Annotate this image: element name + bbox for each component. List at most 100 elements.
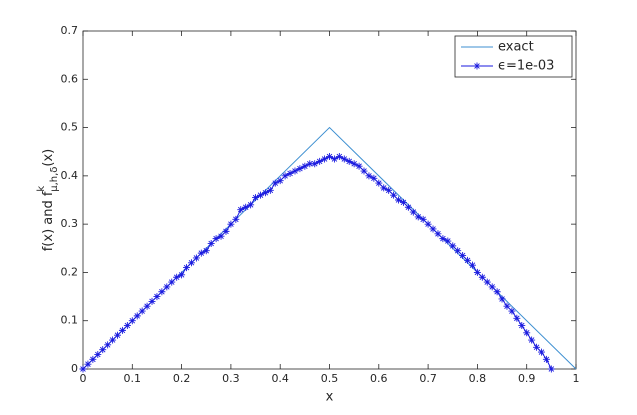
marker: [118, 326, 126, 334]
marker: [439, 235, 447, 243]
marker: [114, 331, 122, 339]
x-tick-label: 0.3: [222, 372, 240, 385]
marker: [232, 215, 240, 223]
marker: [399, 198, 407, 206]
marker: [537, 348, 545, 356]
marker: [207, 239, 215, 247]
marker: [197, 249, 205, 257]
marker: [261, 189, 269, 197]
marker: [444, 237, 452, 245]
marker: [153, 293, 161, 301]
marker: [109, 336, 117, 344]
x-tick-label: 0.7: [419, 372, 437, 385]
marker: [143, 302, 151, 310]
x-tick-label: 0.1: [124, 372, 142, 385]
y-axis-label: f(x) and fk μ,h,δ(x): [36, 149, 60, 252]
marker: [286, 169, 294, 177]
plot-area: [82, 30, 577, 370]
marker: [183, 264, 191, 272]
marker: [123, 322, 131, 330]
marker: [237, 206, 245, 214]
legend-box: [454, 35, 573, 78]
marker: [104, 341, 112, 349]
marker: [523, 329, 531, 337]
marker: [271, 179, 279, 187]
y-label-sub: μ,h,δ: [49, 167, 60, 192]
marker: [252, 194, 260, 202]
y-tick-label: 0.2: [61, 265, 79, 278]
marker: [158, 288, 166, 296]
marker: [335, 153, 343, 161]
marker: [163, 283, 171, 291]
marker: [99, 346, 107, 354]
marker: [355, 162, 363, 170]
legend-label: ϵ=1e-03: [498, 59, 554, 74]
marker: [464, 256, 472, 264]
marker: [390, 191, 398, 199]
marker: [414, 213, 422, 221]
x-tick-label: 0.4: [271, 372, 289, 385]
marker: [478, 273, 486, 281]
marker: [449, 242, 457, 250]
marker: [533, 343, 541, 351]
marker: [454, 247, 462, 255]
marker: [424, 220, 432, 228]
marker: [345, 157, 353, 165]
marker: [473, 62, 481, 70]
y-tick-label: 0.1: [61, 314, 79, 327]
marker: [301, 162, 309, 170]
marker: [133, 312, 141, 320]
marker: [316, 157, 324, 165]
marker: [242, 203, 250, 211]
x-tick-label: 0.2: [173, 372, 191, 385]
marker: [138, 307, 146, 315]
marker: [547, 365, 555, 373]
marker: [311, 160, 319, 168]
marker: [459, 252, 467, 260]
marker: [434, 230, 442, 238]
marker: [370, 174, 378, 182]
marker: [222, 227, 230, 235]
marker: [79, 365, 87, 373]
marker: [468, 261, 476, 269]
x-tick-label: 0.6: [370, 372, 388, 385]
marker: [212, 235, 220, 243]
marker: [518, 322, 526, 330]
marker: [296, 165, 304, 173]
marker: [503, 302, 511, 310]
x-tick-label: 1: [573, 372, 580, 385]
marker: [404, 203, 412, 211]
marker: [360, 167, 368, 175]
marker: [217, 232, 225, 240]
marker: [94, 351, 102, 359]
y-tick-label: 0.5: [61, 121, 79, 134]
marker: [409, 208, 417, 216]
marker: [256, 191, 264, 199]
marker: [168, 278, 176, 286]
x-axis-label: x: [326, 390, 334, 405]
marker: [542, 355, 550, 363]
y-tick-label: 0: [71, 362, 78, 375]
marker: [380, 184, 388, 192]
marker: [128, 317, 136, 325]
marker: [429, 225, 437, 233]
marker: [395, 196, 403, 204]
marker: [483, 278, 491, 286]
marker: [488, 283, 496, 291]
marker: [321, 155, 329, 163]
marker: [202, 247, 210, 255]
marker: [513, 314, 521, 322]
y-label-tail: (x): [41, 149, 56, 167]
marker: [419, 215, 427, 223]
y-tick-label: 0.3: [61, 217, 79, 230]
x-tick-label: 0.8: [469, 372, 487, 385]
x-tick-label: 0.9: [518, 372, 536, 385]
marker: [326, 153, 333, 161]
marker: [306, 160, 314, 168]
marker: [385, 186, 393, 194]
marker: [493, 288, 501, 296]
marker: [508, 307, 516, 315]
marker: [247, 201, 255, 209]
marker: [227, 220, 235, 228]
